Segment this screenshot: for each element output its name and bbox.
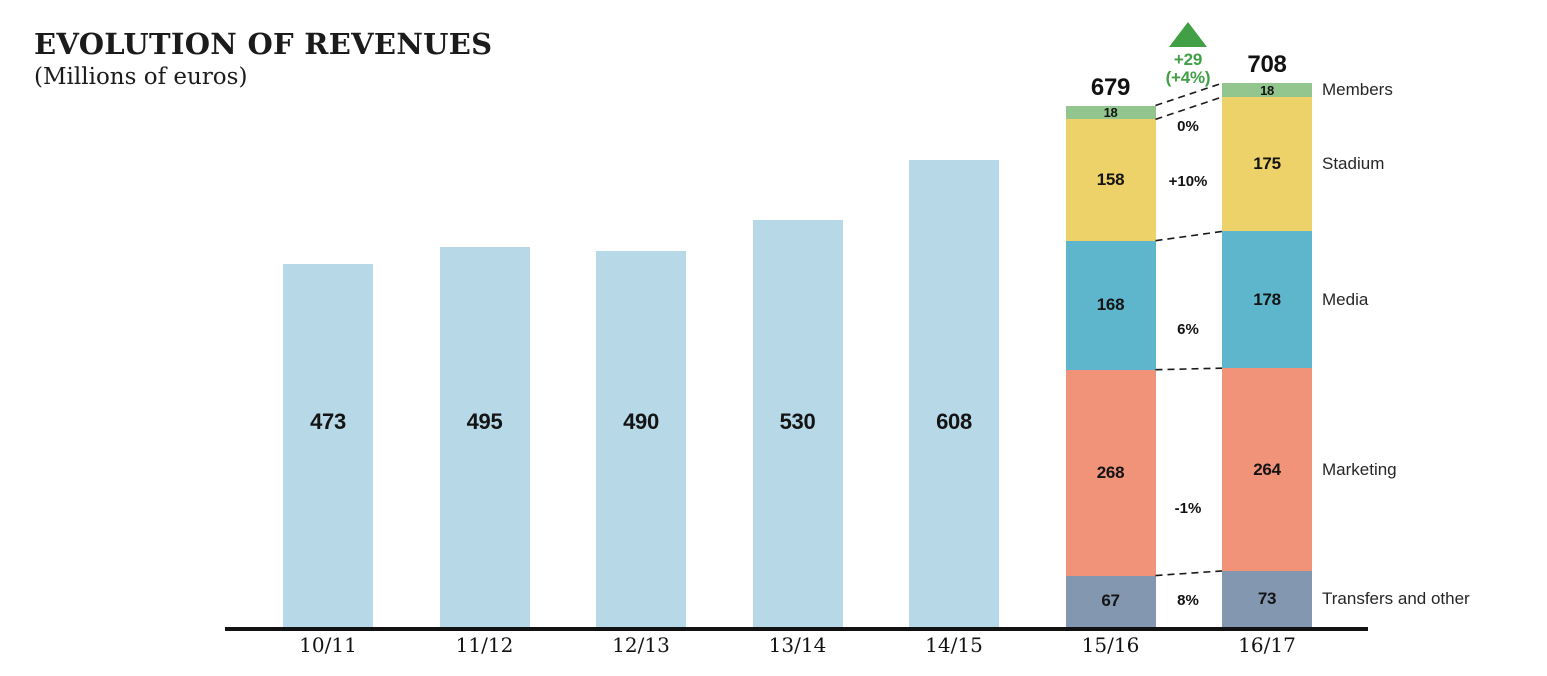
bar-segment-members-16-17: 18 — [1222, 83, 1312, 98]
connector-dash-line — [1155, 570, 1223, 577]
legend-media: Media — [1322, 289, 1369, 309]
bar-14-15 — [909, 160, 999, 627]
total-change-delta: +29 — [1173, 50, 1203, 69]
chart-header: EVOLUTION OF REVENUES (Millions of euros… — [34, 27, 493, 91]
bar-segment-media-16-17: 178 — [1222, 231, 1312, 369]
bar-value-label-10-11: 473 — [310, 409, 346, 434]
change-label-stadium: +10% — [1168, 173, 1208, 190]
legend-members: Members — [1322, 80, 1393, 100]
change-label-marketing: -1% — [1174, 500, 1202, 517]
change-label-media: 6% — [1177, 321, 1199, 338]
chart-subtitle: (Millions of euros) — [34, 64, 248, 91]
legend-transfers-and-other: Transfers and other — [1322, 588, 1470, 608]
bar-12-13 — [596, 250, 686, 627]
x-tick-label-16-17: 16/17 — [1238, 633, 1296, 657]
bar-segment-members-15-16: 18 — [1065, 105, 1156, 120]
x-axis-line — [225, 627, 1368, 631]
bar-total-label-16-17: 708 — [1247, 51, 1287, 79]
x-tick-label-14-15: 14/15 — [925, 633, 983, 657]
bar-segment-marketing-15-16: 268 — [1065, 369, 1156, 576]
x-tick-label-10-11: 10/11 — [299, 633, 357, 657]
x-tick-label-11-12: 11/12 — [455, 633, 514, 657]
bar-value-label-14-15: 608 — [936, 409, 972, 434]
connector-dash-line — [1155, 230, 1223, 242]
legend-stadium: Stadium — [1322, 154, 1385, 174]
chart-title: EVOLUTION OF REVENUES — [34, 27, 493, 61]
bar-11-12 — [439, 246, 530, 627]
bar-segment-marketing-16-17: 264 — [1222, 368, 1312, 571]
bar-value-label-12-13: 490 — [623, 409, 659, 434]
bar-13-14 — [752, 219, 843, 627]
total-change-percent: (+4%) — [1165, 68, 1211, 87]
up-arrow-icon — [1169, 22, 1207, 47]
connector-dash-line — [1155, 367, 1223, 371]
bar-value-label-13-14: 530 — [779, 409, 816, 434]
bar-segment-stadium-15-16: 158 — [1065, 119, 1156, 241]
change-label-members: 0% — [1177, 118, 1199, 135]
x-tick-label-13-14: 13/14 — [768, 633, 827, 657]
bar-segment-transfers-and-other-16-17: 73 — [1222, 570, 1312, 627]
change-label-transfers-and-other: 8% — [1177, 592, 1199, 609]
bar-value-label-11-12: 495 — [466, 409, 503, 434]
legend-marketing: Marketing — [1322, 459, 1397, 479]
bar-segment-stadium-16-17: 175 — [1222, 97, 1312, 232]
x-tick-label-15-16: 15/16 — [1081, 633, 1140, 657]
bar-segment-transfers-and-other-15-16: 67 — [1065, 575, 1156, 627]
bar-10-11 — [283, 263, 373, 627]
bar-segment-media-15-16: 168 — [1065, 240, 1156, 370]
bar-total-label-15-16: 679 — [1090, 73, 1131, 101]
x-tick-label-12-13: 12/13 — [612, 633, 670, 657]
connector-dash-line — [1155, 96, 1223, 121]
